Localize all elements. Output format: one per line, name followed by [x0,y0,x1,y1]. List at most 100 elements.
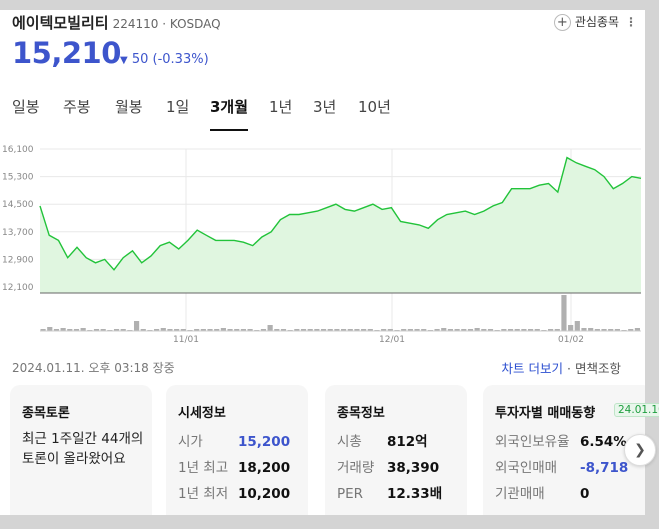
tab-daily[interactable]: 일봉 [12,98,40,116]
volume-bar [227,329,233,331]
volume-bar [154,329,160,331]
volume-bar [574,321,580,331]
volume-bar [140,329,146,331]
volume-bar [220,328,226,331]
market-info-title: 시세정보 [178,406,226,421]
price-chart[interactable]: 16,100 15,300 14,500 13,700 12,900 12,100 11/… [0,141,645,346]
y-tick-label: 12,900 [2,255,34,265]
down-arrow-icon: ▼ [120,55,128,66]
stock-title: 에이텍모빌리티 224110 · KOSDAQ [12,12,221,33]
open-label: 시가 [178,434,203,450]
volume-bar [327,329,333,331]
foreign-ownership-value: 6.54% [580,434,627,450]
x-axis-labels: 11/01 12/01 01/02 [173,335,584,345]
volume-bar [60,328,66,331]
volume-bar [361,329,367,331]
volume-bar [260,329,267,331]
volume-bar [354,329,360,331]
volume-bar [568,325,574,331]
volume-bar [614,329,620,331]
volume-bar [381,329,387,331]
volume-bar [280,329,287,331]
volume-bar [367,329,373,331]
volume-bar [608,329,614,331]
volume-bar [554,329,560,331]
chart-more-link[interactable]: 차트 더보기 [501,361,564,376]
volume-bar [527,329,534,331]
discussion-panel[interactable]: 종목토론 최근 1주일간 44개의 토론이 올라왔어요 [10,385,152,515]
market-cap-value: 812억 [387,434,428,450]
volume-bar [594,329,600,331]
volume-bar [628,329,634,331]
volume-bar [434,329,440,331]
tab-1year[interactable]: 1년 [269,98,293,116]
volume-bar [414,329,420,331]
y-tick-label: 12,100 [2,283,34,293]
volume-bars [40,295,640,331]
market-info-panel[interactable]: 시세정보 시가 15,200 1년 최고 18,200 1년 최저 10,200 [166,385,308,515]
chevron-right-icon[interactable]: ❯ [624,434,656,466]
volume-bar [120,329,126,331]
year-high-value: 18,200 [238,460,291,476]
volume-bar [267,325,273,331]
volume-bar [407,329,413,331]
price-line [39,156,642,271]
stock-card: 에이텍모빌리티 224110 · KOSDAQ + 관심종목 ⋮ 15,210 ▼ 5… [0,10,645,515]
volume-bar [100,329,106,331]
volume-bar [514,329,520,331]
tab-3month[interactable]: 3개월 [210,96,249,131]
volume-bar [421,329,427,331]
volume-bar [53,329,60,331]
volume-bar [40,329,46,331]
per-value: 12.33배 [387,486,443,502]
year-low-value: 10,200 [238,486,291,502]
market-cap-label: 시총 [337,434,362,450]
chart-links: 차트 더보기 · 면책조항 [502,358,621,377]
volume-bar [167,329,173,331]
volume-bar [80,328,86,331]
institution-trade-label: 기관매매 [495,486,545,502]
year-high-label: 1년 최고 [178,460,229,476]
tab-10year[interactable]: 10년 [358,98,391,116]
stock-name[interactable]: 에이텍모빌리티 [12,14,109,32]
tab-1day[interactable]: 1일 [166,98,190,116]
x-tick-label: 01/02 [558,335,584,345]
disclaimer-link[interactable]: 면책조항 [574,361,621,376]
volume-bar [200,329,206,331]
current-price: 15,210 [12,36,121,70]
stock-code-market: 224110 · KOSDAQ [112,17,221,31]
tab-weekly[interactable]: 주봉 [63,98,91,116]
link-separator: · [567,361,571,376]
stock-info-panel[interactable]: 종목정보 시총 812억 거래량 38,390 PER 12.33배 [325,385,467,515]
volume-bar [401,329,407,331]
open-value: 15,200 [238,434,291,450]
volume-bar [307,329,313,331]
volume-bar [247,329,253,331]
volume-bar [387,329,393,331]
volume-bar [234,329,240,331]
volume-bar [214,329,220,331]
tab-3year[interactable]: 3년 [313,98,337,116]
tab-monthly[interactable]: 월봉 [115,98,143,116]
quote-timestamp: 2024.01.11. 오후 03:18 장중 [12,361,175,375]
foreign-trade-label: 외국인매매 [495,460,558,476]
volume-bar [601,329,607,331]
volume-bar [461,329,467,331]
trend-date-badge: 24.01.10 [614,403,659,417]
volume-bar [180,329,186,331]
vertical-dots-icon[interactable]: ⋮ [625,15,637,29]
favorite-button[interactable]: + 관심종목 ⋮ [553,13,637,31]
volume-bar [561,295,567,331]
year-low-label: 1년 최저 [178,486,229,502]
institution-trade-value: 0 [580,486,590,502]
y-tick-label: 13,700 [2,228,34,238]
volume-bar [501,329,507,331]
volume-bar [481,329,487,331]
stock-info-title: 종목정보 [337,406,385,421]
volume-bar [534,329,540,331]
y-tick-label: 14,500 [2,200,34,210]
volume-bar [207,329,213,331]
volume-bar [548,329,554,331]
volume-bar [334,329,340,331]
volume-bar [347,329,353,331]
